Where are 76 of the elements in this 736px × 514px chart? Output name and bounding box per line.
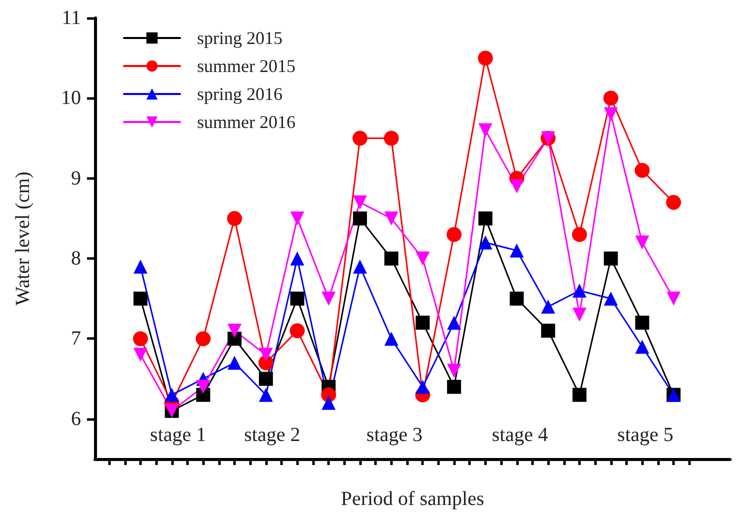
point [227,210,242,226]
point [634,162,650,178]
point [510,244,524,258]
point [604,107,618,122]
point [635,340,650,354]
y-tick-label: 9 [71,167,81,190]
point [352,195,367,210]
legend-label: summer 2016 [197,112,296,132]
legend-label: spring 2015 [197,28,282,48]
point [447,316,462,330]
point [478,123,492,138]
point [447,364,462,378]
point [133,260,148,274]
point [290,252,304,266]
point [572,388,586,402]
point [572,226,587,242]
point [228,324,242,338]
point [541,324,556,338]
point [322,292,336,306]
point [258,348,273,362]
point [322,396,336,410]
annotation: stage 1 [150,424,206,446]
annotation: stage 4 [492,424,548,446]
point [258,388,273,402]
point [384,252,398,266]
point [604,292,618,306]
point [352,130,368,146]
y-axis-title: Water level (cm) [12,172,34,306]
point [133,348,148,362]
legend-label: spring 2016 [197,84,282,104]
point [635,236,650,250]
point [478,211,492,226]
y-tick-label: 6 [71,408,81,430]
point [290,323,305,338]
point [541,300,556,314]
point [164,388,179,402]
point [196,331,211,346]
point [572,308,586,322]
point [635,316,650,330]
point [416,252,430,266]
point [228,332,242,346]
point [572,284,586,298]
point [384,211,398,226]
point [290,211,304,226]
point [384,130,399,146]
y-tick-label: 11 [62,7,81,29]
point [290,292,304,306]
annotation: stage 5 [617,424,674,446]
point [196,380,210,394]
point [446,226,462,242]
point [604,252,618,266]
legend-label: summer 2015 [197,56,296,76]
point [447,380,462,394]
point [416,316,430,330]
point [510,292,524,306]
y-tick-label: 10 [61,87,81,110]
point [603,90,618,106]
point [132,331,148,346]
point [196,388,210,402]
y-tick-label: 8 [71,248,81,270]
point [478,236,492,250]
point [478,50,493,66]
point [666,292,681,306]
annotation: stage 3 [366,424,423,446]
point [228,356,242,370]
point [416,380,430,394]
point [352,211,367,226]
point [133,292,148,306]
point [510,179,524,194]
annotation: stage 2 [244,424,300,446]
x-axis-title: Period of samples [340,488,484,510]
point [666,194,682,210]
point [384,332,398,346]
y-tick-label: 7 [71,328,81,350]
point [258,372,273,386]
point [352,260,367,274]
